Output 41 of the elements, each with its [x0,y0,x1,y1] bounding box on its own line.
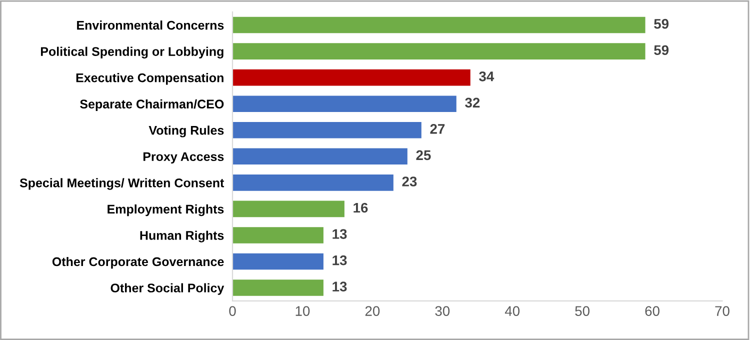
y-tick-label: Human Rights [140,230,224,242]
data-label: 59 [654,18,669,29]
bar [232,122,422,138]
y-tick-label: Other Corporate Governance [52,256,224,269]
bar [232,69,470,86]
data-label: 13 [332,255,347,266]
y-tick-label: Environmental Concerns [77,20,224,30]
bar [232,174,394,191]
x-tick-label: 60 [645,306,660,316]
y-tick-label: Political Spending or Lobbying [40,46,224,58]
bar [232,200,344,218]
x-tick-label: 20 [365,306,380,316]
bar [232,280,324,296]
x-tick-label: 70 [715,306,730,316]
x-tick-label: 50 [575,306,590,316]
data-label: 32 [465,98,480,108]
y-tick-label: Voting Rules [148,126,224,138]
data-label: 13 [332,229,347,239]
x-tick-label: 30 [435,306,450,316]
bar [232,227,324,244]
y-tick-label: Other Social Policy [110,283,224,295]
y-tick-label: Employment Rights [108,204,224,216]
bar [232,253,324,270]
x-tick-label: 0 [229,306,236,316]
data-label: 59 [654,45,669,56]
data-label: 13 [332,282,347,292]
data-label: 23 [402,176,417,186]
data-label: 34 [479,71,494,82]
y-tick-label: Proxy Access [143,152,224,164]
x-tick-label: 40 [504,306,520,316]
y-tick-label: Separate Chairman/CEO [80,99,224,111]
x-tick-label: 10 [296,306,310,316]
data-label: 27 [430,124,445,134]
y-tick-label: Executive Compensation [76,73,224,85]
bar [232,148,408,165]
y-tick-label: Special Meetings/ Written Consent [20,178,224,190]
bar [232,43,646,60]
data-label: 25 [416,150,431,160]
bar [232,16,646,34]
data-label: 16 [354,202,368,213]
bar [232,96,456,112]
